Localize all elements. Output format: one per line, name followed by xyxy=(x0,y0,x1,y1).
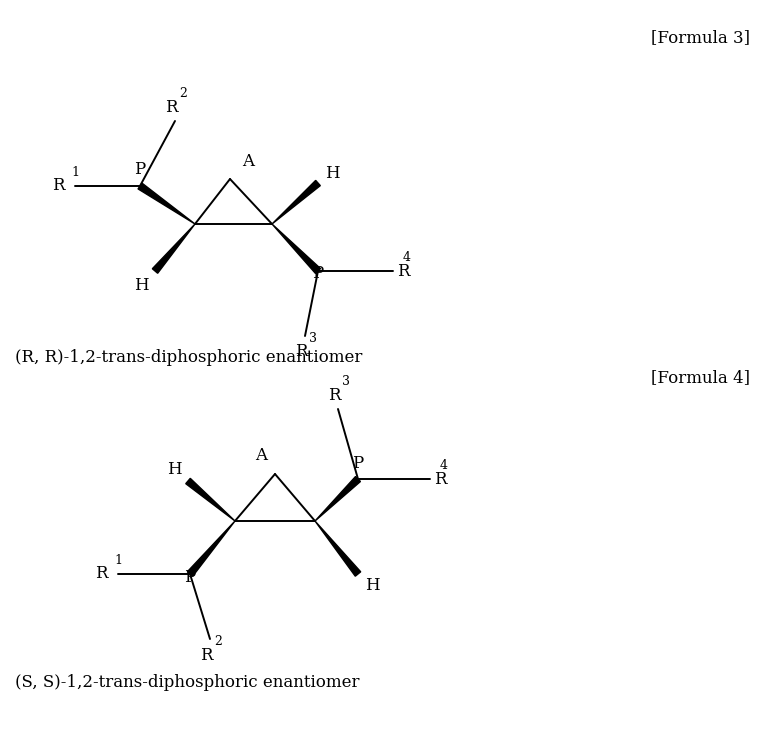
Text: (R, R)-1,2-trans-diphosphoric enantiomer: (R, R)-1,2-trans-diphosphoric enantiomer xyxy=(15,349,362,366)
Text: R: R xyxy=(397,262,410,279)
Text: 4: 4 xyxy=(440,459,448,472)
Polygon shape xyxy=(186,478,235,521)
Polygon shape xyxy=(315,477,361,521)
Text: R: R xyxy=(295,344,307,361)
Text: H: H xyxy=(167,460,181,477)
Text: 3: 3 xyxy=(342,375,350,388)
Text: P: P xyxy=(352,454,364,471)
Polygon shape xyxy=(315,521,361,576)
Text: 2: 2 xyxy=(214,635,222,648)
Polygon shape xyxy=(187,521,235,576)
Text: R: R xyxy=(53,177,65,194)
Text: A: A xyxy=(255,448,267,465)
Text: A: A xyxy=(242,152,254,169)
Text: H: H xyxy=(364,577,379,594)
Text: P: P xyxy=(312,265,324,282)
Text: R: R xyxy=(434,471,446,488)
Polygon shape xyxy=(138,183,195,224)
Text: 2: 2 xyxy=(179,87,187,100)
Text: H: H xyxy=(134,276,148,293)
Text: R: R xyxy=(96,565,108,582)
Text: 1: 1 xyxy=(71,166,79,179)
Text: [Formula 4]: [Formula 4] xyxy=(651,369,750,386)
Text: R: R xyxy=(328,386,340,403)
Text: H: H xyxy=(325,165,339,182)
Text: P: P xyxy=(184,570,196,587)
Text: [Formula 3]: [Formula 3] xyxy=(651,29,750,46)
Polygon shape xyxy=(152,224,195,273)
Text: 3: 3 xyxy=(309,332,317,345)
Text: 1: 1 xyxy=(114,554,122,567)
Polygon shape xyxy=(272,224,321,273)
Text: R: R xyxy=(165,98,177,115)
Text: 4: 4 xyxy=(403,251,411,264)
Text: P: P xyxy=(134,162,146,179)
Text: (S, S)-1,2-trans-diphosphoric enantiomer: (S, S)-1,2-trans-diphosphoric enantiomer xyxy=(15,674,360,691)
Text: R: R xyxy=(199,647,212,664)
Polygon shape xyxy=(272,180,320,224)
